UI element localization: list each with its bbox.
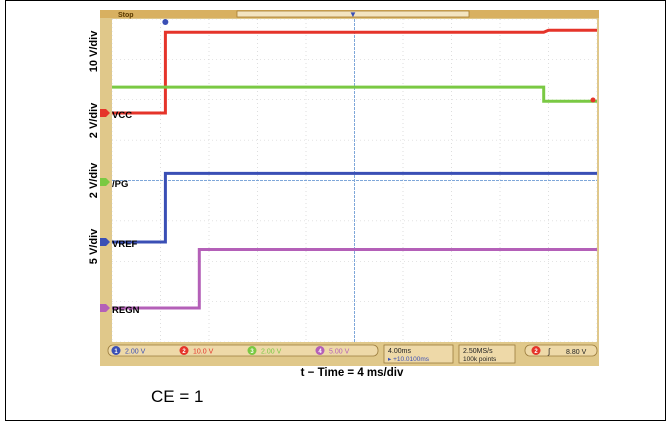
ground-marker-pg bbox=[100, 178, 110, 186]
channel-3-scale: 2.00 V bbox=[261, 349, 282, 356]
trigger-channel-badge bbox=[531, 346, 541, 355]
trace-labels: VCC 10 V/div/PG 2 V/div VREF 2 V/div REGN 5 V/… bbox=[88, 19, 596, 316]
trigger-time-marker bbox=[162, 19, 169, 25]
channel-scale-panel bbox=[107, 344, 379, 357]
ground-marker-vref bbox=[100, 238, 110, 246]
series-label-vcc: VCC bbox=[112, 110, 132, 121]
ground-marker-regn bbox=[100, 304, 110, 312]
sample-rate-readout: 2.50MS/s bbox=[463, 348, 493, 355]
scale-label-pg: 2 V/div bbox=[88, 102, 100, 138]
acquisition-panel bbox=[458, 344, 516, 364]
delay-value: +10.0100ms bbox=[393, 356, 430, 363]
trace-pg bbox=[112, 85, 597, 103]
trigger-panel bbox=[524, 344, 598, 357]
delay-icon: ▸ bbox=[388, 356, 392, 363]
timebase-readout: 4.00ms bbox=[388, 348, 411, 355]
trigger-level-readout: 8.80 V bbox=[566, 349, 587, 356]
trigger-channel-id: 2 bbox=[534, 349, 538, 355]
channel-4-scale: 5.00 V bbox=[329, 349, 350, 356]
graticule-grid bbox=[111, 18, 598, 343]
trigger-position-marker: ▼ bbox=[349, 10, 357, 19]
trace-vcc bbox=[112, 28, 597, 115]
channel-4-badge bbox=[315, 346, 325, 355]
scale-label-vref: 2 V/div bbox=[88, 162, 100, 198]
timebase-panel bbox=[383, 344, 454, 364]
ce-condition-caption: CE = 1 bbox=[151, 387, 204, 406]
series-label-regn: REGN bbox=[112, 305, 140, 316]
channel-3-id: 3 bbox=[250, 349, 254, 355]
record-view-bar bbox=[236, 10, 470, 18]
trace-regn bbox=[112, 248, 597, 310]
series-label-pg: /PG bbox=[112, 179, 128, 190]
record-length-readout: 100k points bbox=[463, 356, 497, 363]
trigger-level-marker bbox=[590, 97, 596, 103]
channel-1-badge bbox=[111, 346, 121, 355]
scale-label-regn: 5 V/div bbox=[88, 228, 100, 264]
channel-2-scale: 10.0 V bbox=[193, 349, 214, 356]
scale-label-vcc: 10 V/div bbox=[88, 30, 100, 72]
channel-1-scale: 2.00 V bbox=[125, 349, 146, 356]
channel-3-badge bbox=[247, 346, 257, 355]
run-state-label: Stop bbox=[118, 12, 134, 19]
waveform-traces bbox=[112, 28, 597, 310]
x-axis-label: t − Time = 4 ms/div bbox=[301, 367, 404, 379]
trace-vref bbox=[112, 171, 597, 244]
delay-readout: ▸ +10.0100ms bbox=[388, 356, 430, 363]
trigger-slope-icon: ∫ bbox=[547, 347, 551, 356]
channel-4-id: 4 bbox=[318, 349, 322, 355]
ground-marker-vcc bbox=[100, 109, 110, 117]
channel-2-id: 2 bbox=[182, 349, 186, 355]
series-label-vref: VREF bbox=[112, 239, 138, 250]
channel-1-id: 1 bbox=[114, 349, 118, 355]
channel-2-badge bbox=[179, 346, 189, 355]
channel-scale-readouts: 1 2.00 V 2 10.0 V 3 2.00 V 4 5.00 V bbox=[111, 346, 350, 356]
